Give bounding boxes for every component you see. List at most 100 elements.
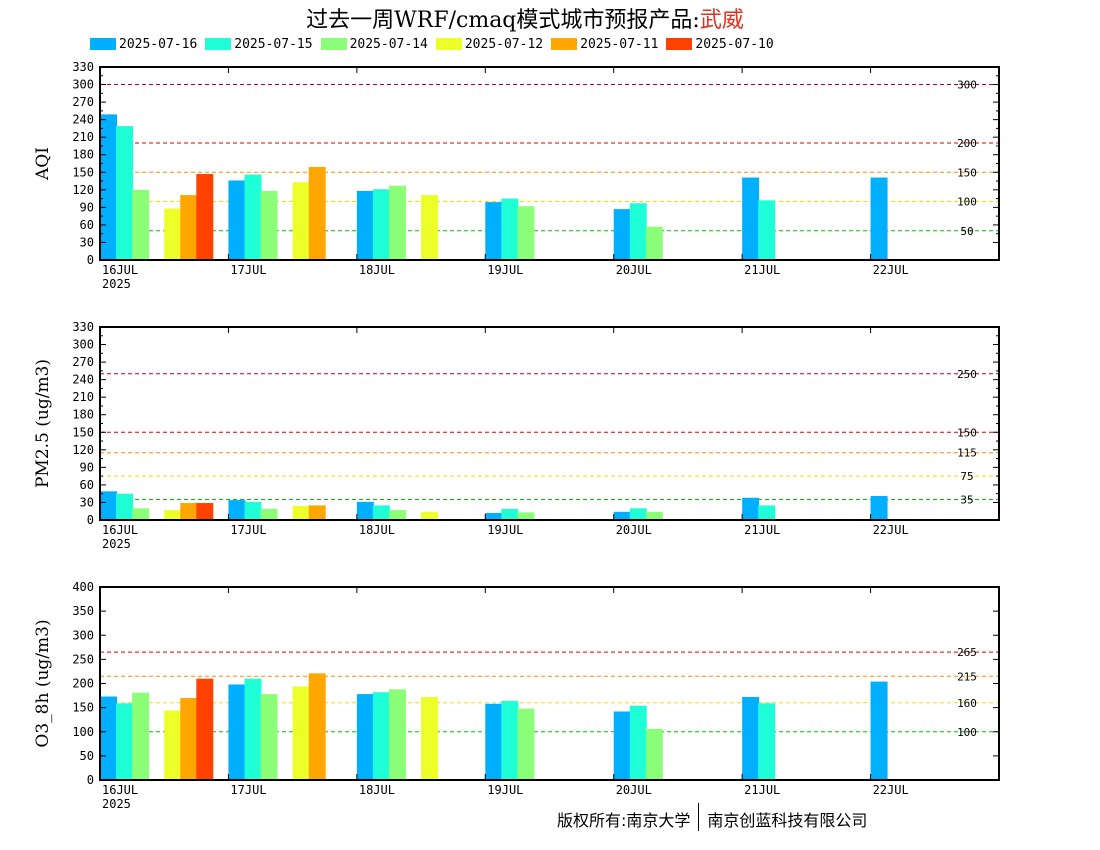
bar-2025-07-12 bbox=[292, 686, 310, 780]
x-tick-label: 19JUL bbox=[487, 523, 523, 537]
y-tick-label: 330 bbox=[72, 60, 94, 74]
footer-divider bbox=[698, 803, 700, 831]
y-tick-label: 0 bbox=[87, 513, 94, 527]
bar-2025-07-12 bbox=[164, 208, 182, 260]
bar-2025-07-16 bbox=[485, 512, 503, 520]
bar-2025-07-16 bbox=[870, 681, 888, 780]
threshold-label: 265 bbox=[957, 646, 977, 659]
legend-swatch bbox=[551, 38, 578, 50]
bar-2025-07-14 bbox=[388, 689, 406, 780]
bar-2025-07-14 bbox=[260, 694, 278, 780]
bar-2025-07-16 bbox=[100, 696, 117, 780]
y-tick-label: 150 bbox=[72, 165, 94, 179]
bar-2025-07-16 bbox=[100, 491, 117, 520]
y-tick-label: 180 bbox=[72, 408, 94, 422]
copyright-owner: 版权所有:南京大学 bbox=[557, 811, 691, 830]
bar-2025-07-16 bbox=[742, 177, 760, 260]
threshold-label: 150 bbox=[957, 426, 977, 439]
bar-2025-07-14 bbox=[260, 190, 278, 260]
y-tick-label: 210 bbox=[72, 130, 94, 144]
x-tick-label: 21JUL bbox=[744, 263, 780, 277]
x-tick-label: 18JUL bbox=[359, 263, 395, 277]
y-tick-label: 60 bbox=[80, 478, 94, 492]
copyright-company: 南京创蓝科技有限公司 bbox=[707, 811, 868, 830]
bar-2025-07-14 bbox=[132, 692, 150, 780]
bar-2025-07-14 bbox=[260, 508, 278, 520]
bar-2025-07-16 bbox=[228, 180, 246, 260]
bar-2025-07-11 bbox=[180, 503, 198, 520]
bar-2025-07-15 bbox=[116, 703, 134, 780]
bar-2025-07-16 bbox=[485, 703, 503, 780]
bar-2025-07-16 bbox=[870, 177, 888, 260]
y-tick-label: 30 bbox=[80, 235, 94, 249]
bar-2025-07-12 bbox=[421, 697, 439, 780]
bar-2025-07-11 bbox=[180, 195, 198, 260]
x-tick-label: 20JUL bbox=[616, 783, 652, 797]
x-tick-label: 21JUL bbox=[744, 523, 780, 537]
y-tick-label: 350 bbox=[72, 604, 94, 618]
bar-2025-07-15 bbox=[629, 203, 647, 260]
y-tick-label: 180 bbox=[72, 148, 94, 162]
threshold-label: 115 bbox=[957, 447, 977, 460]
threshold-label: 300 bbox=[957, 79, 977, 92]
bar-2025-07-12 bbox=[292, 182, 310, 260]
bar-2025-07-11 bbox=[308, 673, 326, 780]
x-tick-label: 16JUL bbox=[102, 783, 138, 797]
legend-swatch bbox=[435, 38, 462, 50]
bar-2025-07-16 bbox=[485, 202, 503, 260]
y-tick-label: 0 bbox=[87, 253, 94, 267]
aqi-chart: 300 200 150 100 50 0 30 60 90 120 150 180 210 240 270 3… bbox=[33, 60, 1000, 291]
x-tick-label: 19JUL bbox=[487, 263, 523, 277]
x-tick-label: 22JUL bbox=[873, 263, 909, 277]
bar-2025-07-11 bbox=[308, 505, 326, 520]
y-tick-label: 200 bbox=[72, 677, 94, 691]
bar-2025-07-14 bbox=[132, 508, 150, 520]
bar-2025-07-14 bbox=[517, 708, 535, 780]
y-tick-label: 300 bbox=[72, 338, 94, 352]
y-tick-label: 300 bbox=[72, 628, 94, 642]
y-axis-label: AQI bbox=[33, 147, 53, 181]
y-tick-label: 210 bbox=[72, 390, 94, 404]
x-year-label: 2025 bbox=[102, 277, 131, 291]
bar-2025-07-11 bbox=[180, 697, 198, 780]
legend-item: 2025-07-12 bbox=[435, 35, 544, 53]
pm25-chart: 250 150 115 75 35 0 30 60 90 120 150 180 210 240 270 30… bbox=[33, 320, 1000, 551]
bar-2025-07-15 bbox=[244, 501, 262, 520]
bar-2025-07-16 bbox=[613, 209, 631, 260]
bar-2025-07-15 bbox=[372, 692, 390, 780]
legend-item: 2025-07-11 bbox=[551, 35, 658, 53]
bar-2025-07-12 bbox=[164, 710, 182, 780]
threshold-label: 200 bbox=[957, 137, 977, 150]
bar-2025-07-15 bbox=[372, 189, 390, 260]
legend-swatch bbox=[666, 38, 693, 50]
x-tick-label: 20JUL bbox=[616, 263, 652, 277]
bar-2025-07-15 bbox=[758, 200, 776, 260]
y-tick-label: 240 bbox=[72, 373, 94, 387]
x-tick-label: 22JUL bbox=[873, 783, 909, 797]
legend-swatch bbox=[90, 38, 116, 50]
bar-2025-07-12 bbox=[421, 195, 439, 260]
bar-2025-07-14 bbox=[517, 206, 535, 260]
threshold-label: 160 bbox=[957, 697, 977, 710]
threshold-label: 250 bbox=[957, 368, 977, 381]
bar-2025-07-15 bbox=[629, 508, 647, 520]
bar-2025-07-15 bbox=[244, 174, 262, 260]
bar-2025-07-16 bbox=[228, 500, 246, 520]
bar-2025-07-16 bbox=[613, 511, 631, 520]
x-tick-label: 17JUL bbox=[230, 783, 266, 797]
copyright-footer: 版权所有:南京大学 南京创蓝科技有限公司 bbox=[557, 803, 868, 831]
legend-swatch bbox=[205, 38, 232, 50]
legend-item: 2025-07-10 bbox=[666, 35, 774, 53]
plot-frame bbox=[99, 326, 1000, 521]
bar-2025-07-12 bbox=[421, 511, 439, 520]
y-tick-label: 120 bbox=[72, 443, 94, 457]
title-text: 过去一周WRF/cmaq模式城市预报产品: bbox=[306, 8, 700, 33]
o3-chart: 265 215 160 100 0 50 100 150 200 250 300 350 400 16JU… bbox=[33, 580, 1000, 811]
y-tick-label: 100 bbox=[72, 725, 94, 739]
bar-2025-07-16 bbox=[100, 114, 117, 260]
legend-label: 2025-07-12 bbox=[464, 36, 544, 52]
y-tick-label: 0 bbox=[87, 773, 94, 787]
y-tick-label: 150 bbox=[72, 425, 94, 439]
legend-label: 2025-07-11 bbox=[580, 36, 659, 52]
bar-2025-07-16 bbox=[742, 697, 760, 780]
